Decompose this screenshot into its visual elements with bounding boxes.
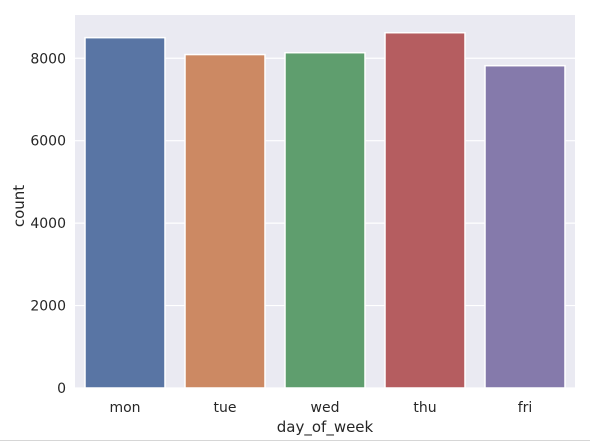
x-tick-labels: mon tue wed thu fri — [109, 400, 532, 416]
bar-thu — [384, 31, 466, 389]
x-tick-label-wed: wed — [311, 400, 340, 416]
y-axis-label: count — [10, 185, 28, 227]
bar-fri — [484, 64, 566, 389]
x-tick-label-thu: thu — [413, 400, 436, 416]
y-tick-label: 8000 — [30, 51, 66, 67]
y-tick-label: 2000 — [30, 299, 66, 315]
y-tick-labels: 0 2000 4000 6000 8000 — [30, 51, 66, 397]
x-tick-label-mon: mon — [109, 400, 140, 416]
bar-tue — [184, 53, 266, 389]
bar-wed — [284, 51, 366, 389]
bottom-divider — [0, 440, 590, 441]
x-tick-label-fri: fri — [518, 400, 533, 416]
x-tick-label-tue: tue — [214, 400, 237, 416]
y-tick-label: 0 — [57, 381, 66, 397]
bars-group — [84, 31, 566, 389]
y-tick-label: 4000 — [30, 216, 66, 232]
x-axis-label: day_of_week — [277, 418, 374, 437]
y-tick-label: 6000 — [30, 134, 66, 150]
bar-mon — [84, 36, 166, 389]
